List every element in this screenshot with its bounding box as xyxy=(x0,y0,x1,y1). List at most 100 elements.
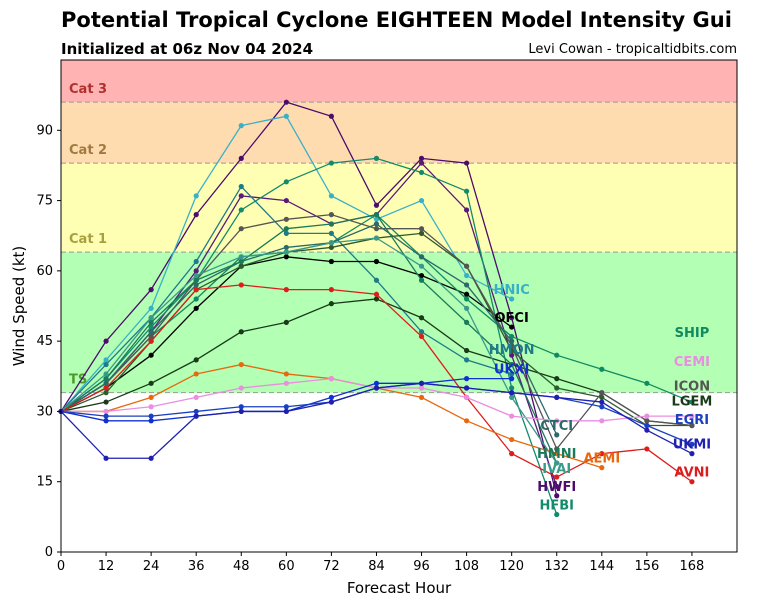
point-ukmi xyxy=(283,408,289,415)
y-axis-label: Wind Speed (kt) xyxy=(10,246,28,367)
point-cemi xyxy=(283,380,289,386)
point-avni xyxy=(599,451,605,457)
point-lgem xyxy=(464,347,470,354)
point-hnic xyxy=(509,296,515,302)
point-cemi xyxy=(238,385,244,391)
point-hmon xyxy=(328,230,334,236)
point-hwfi xyxy=(238,155,244,161)
band-label-cat-2: Cat 2 xyxy=(69,143,107,158)
series-label-hwfi: HWFI xyxy=(537,480,576,495)
point-series-1 xyxy=(464,207,470,213)
point-hnic xyxy=(464,272,470,279)
point-ukmi xyxy=(644,427,650,433)
y-tick-label: 30 xyxy=(36,404,53,419)
point-cemi xyxy=(103,408,109,415)
band-label-cat-3: Cat 3 xyxy=(69,82,107,97)
point-hfbi xyxy=(283,179,289,185)
point-cemi xyxy=(509,413,515,419)
point-ukmi xyxy=(238,408,244,415)
point-ivai xyxy=(554,460,560,466)
point-ukmi xyxy=(373,385,380,391)
point-hfbi xyxy=(148,324,154,330)
point-ctci xyxy=(464,282,470,288)
point-hmni xyxy=(238,258,244,265)
point-cemi xyxy=(689,413,695,419)
point-hfbi xyxy=(328,160,334,166)
point-ofci xyxy=(283,254,289,260)
point-hfbi xyxy=(554,511,560,518)
point-ukxi xyxy=(328,394,334,400)
point-avni xyxy=(148,338,154,344)
point-avni xyxy=(418,333,425,340)
point-hmon xyxy=(238,183,244,190)
point-aemi xyxy=(599,465,605,471)
point-avni xyxy=(373,291,380,297)
point-ivai xyxy=(193,272,199,279)
series-label-hnic: HNIC xyxy=(494,283,530,298)
point-ukmi xyxy=(103,455,109,461)
chart-title: Potential Tropical Cyclone EIGHTEEN Mode… xyxy=(61,8,732,32)
point-hmon xyxy=(103,361,109,368)
x-tick-label: 144 xyxy=(589,559,614,574)
y-tick-label: 75 xyxy=(36,194,53,209)
band-cat-1 xyxy=(61,163,737,253)
point-hwfi xyxy=(283,99,289,105)
point-ctci xyxy=(193,282,199,288)
point-hfbi xyxy=(373,155,380,161)
line-hmni xyxy=(60,213,558,464)
point-ivai xyxy=(238,254,244,260)
point-ofci xyxy=(509,324,515,330)
point-egri xyxy=(238,404,244,410)
series-label-ofci: OFCI xyxy=(495,311,529,326)
point-hfbi xyxy=(509,385,515,391)
point-series-8 xyxy=(238,263,244,269)
y-tick-label: 15 xyxy=(36,475,53,490)
point-ship xyxy=(689,399,695,405)
point-aemi xyxy=(283,371,289,377)
point-aemi xyxy=(554,451,560,457)
point-hnic xyxy=(418,197,425,204)
point-icon xyxy=(328,212,334,218)
point-ivai xyxy=(148,315,154,321)
point-ctci xyxy=(554,432,560,438)
point-hwfi xyxy=(418,155,425,161)
band-ts xyxy=(61,252,737,393)
point-ivai xyxy=(283,249,289,255)
point-aemi xyxy=(193,371,199,377)
point-icon xyxy=(599,390,605,396)
line-ivai xyxy=(60,237,558,464)
series-label-egri: EGRI xyxy=(675,413,709,428)
point-hwfi xyxy=(148,287,154,293)
x-tick-label: 60 xyxy=(278,559,295,574)
x-tick-label: 84 xyxy=(368,559,385,574)
point-hfbi xyxy=(418,169,425,176)
band-cat-2 xyxy=(61,102,737,164)
point-cemi xyxy=(554,418,560,424)
point-ofci xyxy=(373,258,380,265)
point-egri xyxy=(689,441,695,447)
point-hnic xyxy=(283,113,289,119)
point-lgem xyxy=(418,315,425,321)
point-icon xyxy=(644,418,650,424)
point-avni xyxy=(238,282,244,288)
point-icon xyxy=(148,333,154,340)
point-hmon xyxy=(509,371,515,377)
series-label-ctci: CTCI xyxy=(540,419,573,434)
point-hnic xyxy=(103,357,109,363)
point-hmon xyxy=(373,277,380,283)
point-aemi xyxy=(464,418,470,424)
x-tick-label: 156 xyxy=(634,559,659,574)
point-hnic xyxy=(148,305,154,311)
point-ofci xyxy=(148,352,154,358)
series-label-ship: SHIP xyxy=(675,326,710,341)
series-label-hmni: HMNI xyxy=(537,447,577,462)
series-label-ukxi: UKXI xyxy=(494,363,530,378)
point-hwfi xyxy=(554,493,560,499)
point-ukmi xyxy=(328,399,334,405)
point-icon xyxy=(464,263,470,269)
point-icon xyxy=(373,226,380,232)
point-hnic xyxy=(238,123,244,129)
point-aemi xyxy=(509,436,515,443)
point-ivai xyxy=(328,240,334,246)
point-lgem xyxy=(103,399,109,405)
